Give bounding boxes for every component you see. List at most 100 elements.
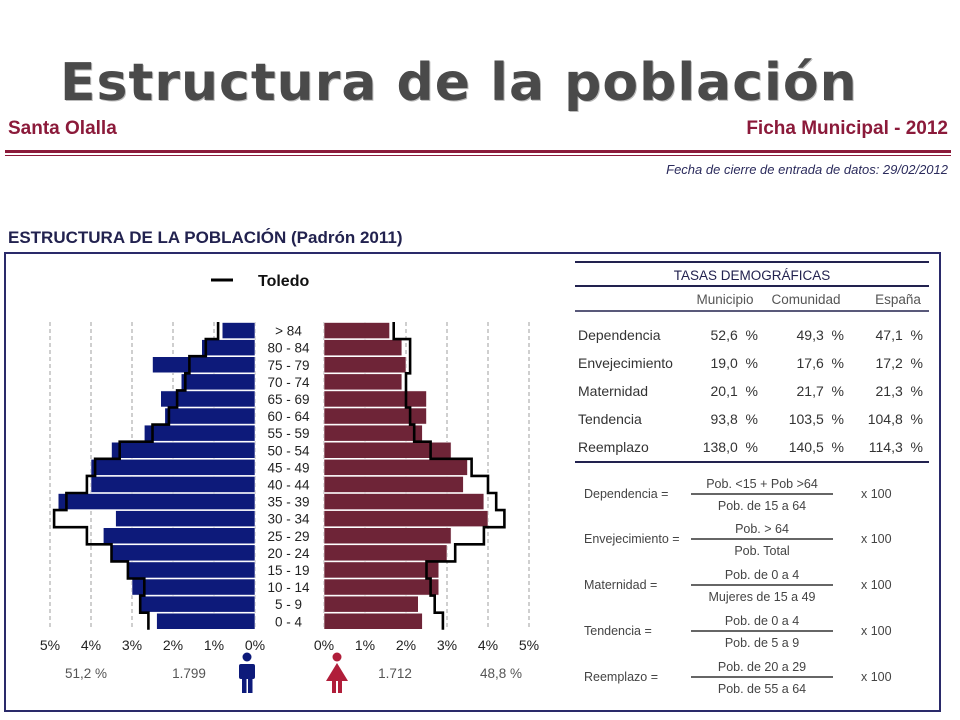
women-bar [323, 527, 452, 545]
formula-numerator: Pob. de 0 a 4 [725, 614, 799, 628]
rate-value: 20,1 % [711, 383, 758, 399]
column-header: España [875, 292, 921, 307]
rate-value: 21,7 % [797, 383, 844, 399]
age-group-label: 80 - 84 [267, 341, 310, 356]
age-group-label: 5 - 9 [275, 597, 302, 612]
women-bar [323, 612, 423, 630]
women-bar [323, 459, 468, 476]
x-tick-label: 5% [40, 637, 60, 653]
age-group-label: 60 - 64 [267, 409, 310, 424]
women-bar [323, 322, 390, 339]
rate-value: 103,5 % [789, 411, 844, 427]
formula-numerator: Pob. de 0 a 4 [725, 568, 799, 582]
formula-label: Dependencia = [584, 487, 668, 501]
rate-value: 138,0 % [703, 439, 758, 455]
formula-label: Maternidad = [584, 578, 657, 592]
rate-value: 52,6 % [711, 327, 758, 343]
formula-numerator: Pob. > 64 [735, 522, 789, 536]
men-bar [103, 527, 256, 545]
rate-value: 17,2 % [876, 355, 923, 371]
column-header: Comunidad [771, 292, 840, 307]
rate-value: 21,3 % [876, 383, 923, 399]
age-group-label: 40 - 44 [267, 478, 310, 493]
age-group-label: 55 - 59 [267, 426, 309, 441]
age-group-label: 30 - 34 [267, 512, 310, 527]
age-group-label: 45 - 49 [267, 460, 309, 475]
men-bar [201, 339, 256, 356]
x-tick-label: 2% [396, 637, 416, 653]
formula-multiplier: x 100 [861, 532, 892, 546]
column-header: Municipio [696, 292, 753, 307]
formula-multiplier: x 100 [861, 487, 892, 501]
women-bar [323, 595, 419, 613]
x-tick-label: 0% [314, 637, 334, 653]
women-bar [323, 441, 452, 459]
rate-value: 93,8 % [711, 411, 758, 427]
age-group-label: 0 - 4 [275, 614, 303, 629]
formula-numerator: Pob. <15 + Pob >64 [706, 477, 818, 491]
rate-row-label: Reemplazo [578, 439, 649, 455]
toledo-outline-women [392, 322, 506, 630]
rate-row-label: Tendencia [578, 411, 642, 427]
rate-value: 49,3 % [797, 327, 844, 343]
x-tick-label: 4% [81, 637, 101, 653]
rate-value: 114,3 % [869, 439, 923, 455]
age-group-label: 15 - 19 [267, 563, 309, 578]
men-bar [57, 493, 256, 510]
men-bar [180, 373, 256, 391]
rate-value: 19,0 % [711, 355, 758, 371]
age-group-label: 25 - 29 [267, 529, 309, 544]
x-tick-label: 4% [478, 637, 498, 653]
sheet-title: Ficha Municipal - 2012 [746, 118, 948, 139]
men-bar [115, 510, 256, 528]
men-bar [221, 322, 256, 339]
age-group-label: 20 - 24 [267, 546, 310, 561]
men-bar [90, 459, 256, 476]
rate-value: 47,1 % [876, 327, 923, 343]
formula-denominator: Pob. Total [734, 544, 789, 558]
women-bar [323, 356, 407, 374]
rate-value: 17,6 % [797, 355, 844, 371]
table-title: TASAS DEMOGRÁFICAS [674, 268, 831, 283]
formula-denominator: Mujeres de 15 a 49 [708, 590, 815, 604]
formula-multiplier: x 100 [861, 578, 892, 592]
formula-numerator: Pob. de 20 a 29 [718, 660, 806, 674]
women-bar [323, 510, 489, 528]
formula-multiplier: x 100 [861, 670, 892, 684]
x-tick-label: 1% [204, 637, 224, 653]
age-group-label: 75 - 79 [267, 358, 309, 373]
x-tick-label: 3% [122, 637, 142, 653]
women-bar [323, 544, 448, 562]
women-bar [323, 339, 403, 356]
header-rule-thin [5, 155, 951, 156]
demographic-rates-panel: TASAS DEMOGRÁFICAS Municipio Comunidad Espa… [575, 261, 929, 696]
men-bar [160, 390, 256, 408]
legend-label-toledo: Toledo [258, 273, 309, 290]
women-bar [323, 424, 423, 442]
x-tick-label: 3% [437, 637, 457, 653]
women-count: 1.712 [378, 666, 412, 681]
formula-denominator: Pob. de 15 a 64 [718, 499, 806, 513]
section-title: ESTRUCTURA DE LA POBLACIÓN (Padrón 2011) [8, 228, 403, 247]
men-bar [144, 424, 256, 442]
cutoff-date: Fecha de cierre de entrada de datos: 29/… [666, 162, 948, 177]
men-bar [111, 441, 256, 459]
header-rule [5, 150, 951, 153]
women-bar [323, 578, 440, 596]
men-bar [164, 407, 256, 425]
x-tick-label: 0% [245, 637, 265, 653]
women-bar [323, 373, 403, 391]
age-group-label: 35 - 39 [267, 495, 309, 510]
x-tick-label: 2% [163, 637, 183, 653]
formula-label: Tendencia = [584, 624, 652, 638]
x-tick-label: 5% [519, 637, 539, 653]
women-bar [323, 390, 427, 408]
slide-title: Estructura de la población [60, 53, 858, 113]
rate-value: 104,8 % [868, 411, 923, 427]
men-bar [156, 612, 256, 630]
rate-row-label: Dependencia [578, 327, 661, 343]
women-bar [323, 561, 440, 579]
age-group-label: 50 - 54 [267, 443, 310, 458]
age-group-label: 10 - 14 [267, 580, 310, 595]
x-tick-label: 1% [355, 637, 375, 653]
